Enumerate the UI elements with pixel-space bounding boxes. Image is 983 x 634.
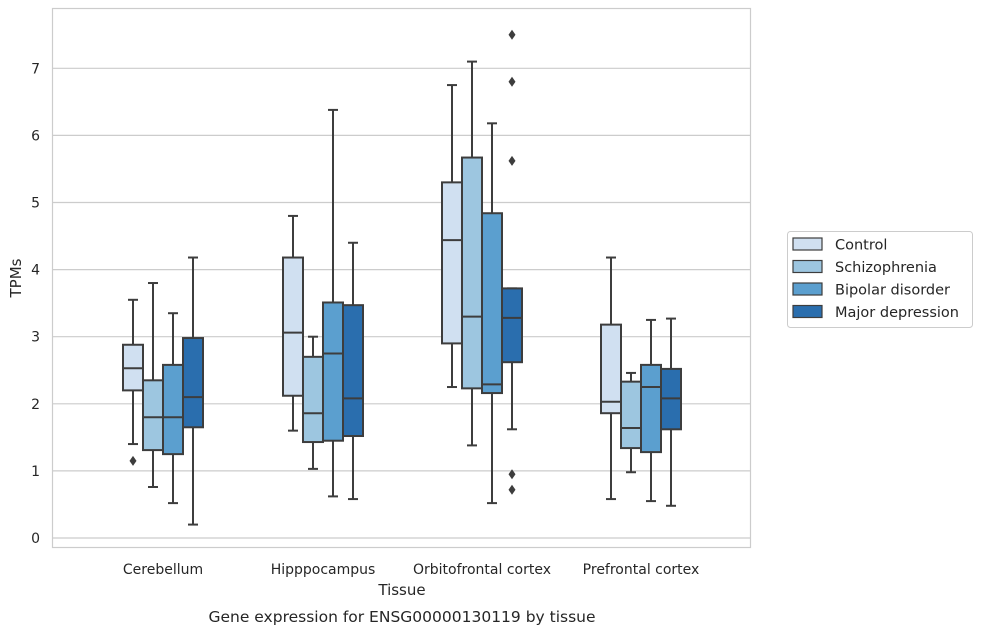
box-body <box>322 301 344 442</box>
box-bipolar-disorder-1 <box>322 108 344 498</box>
box-body <box>142 379 164 452</box>
box-bipolar-disorder-2 <box>481 122 503 505</box>
outlier-point <box>508 469 516 480</box>
x-axis-tick-labels: Cerebellum Hipppocampus Orbitofrontal cort… <box>123 562 699 578</box>
outlier-point <box>129 455 137 466</box>
boxes-layer <box>122 29 682 526</box>
box-control-1 <box>282 214 304 432</box>
y-tick-label: 7 <box>31 61 40 77</box>
box-major-depression-0 <box>182 256 204 526</box>
gridlines <box>52 67 751 539</box>
y-tick-label: 3 <box>31 330 40 346</box>
box-major-depression-3 <box>660 317 682 507</box>
x-tick-label: Hipppocampus <box>271 562 376 578</box>
box-schizophrenia-1 <box>302 335 324 470</box>
x-tick-label: Orbitofrontal cortex <box>413 562 551 578</box>
box-body <box>182 337 204 429</box>
x-axis-label: Tissue <box>377 581 425 599</box>
y-tick-label: 4 <box>31 263 40 279</box>
box-body <box>481 212 503 395</box>
box-body <box>441 181 463 345</box>
box-body <box>162 363 184 456</box>
box-schizophrenia-2 <box>461 60 483 447</box>
box-body <box>620 380 642 450</box>
legend-swatch <box>792 304 823 319</box>
y-tick-label: 6 <box>31 128 40 144</box>
box-schizophrenia-0 <box>142 282 164 489</box>
y-tick-label: 5 <box>31 196 40 212</box>
box-control-3 <box>600 256 622 501</box>
box-control-2 <box>441 84 463 389</box>
box-body <box>461 156 483 390</box>
legend-swatch <box>792 237 823 251</box>
outlier-point <box>508 484 516 495</box>
y-tick-label: 1 <box>31 464 40 480</box>
box-body <box>282 256 304 397</box>
box-body <box>640 363 662 454</box>
outlier-point <box>508 76 516 87</box>
y-tick-label: 2 <box>31 397 40 413</box>
box-major-depression-1 <box>342 241 364 501</box>
legend-label: Bipolar disorder <box>835 283 950 299</box>
plot-area-frame <box>51 7 752 549</box>
y-axis-label: TPMs <box>7 258 25 298</box>
outlier-point <box>508 155 516 166</box>
box-bipolar-disorder-0 <box>162 312 184 505</box>
box-bipolar-disorder-3 <box>640 318 662 503</box>
box-body <box>342 304 364 438</box>
box-body <box>501 287 523 364</box>
y-axis-tick-labels: 0 1 2 3 4 5 6 7 <box>31 61 40 547</box>
box-major-depression-2 <box>501 29 523 495</box>
box-schizophrenia-3 <box>620 371 642 474</box>
legend-frame <box>787 231 973 328</box>
box-body <box>600 323 622 415</box>
outlier-point <box>508 29 516 40</box>
legend-swatch <box>792 259 823 274</box>
y-tick-label: 0 <box>31 531 40 547</box>
x-tick-label: Cerebellum <box>123 562 203 578</box>
figure-caption: Gene expression for ENSG00000130119 by t… <box>208 608 595 626</box>
legend: Control Schizophrenia Bipolar disorder Majo… <box>787 231 973 328</box>
legend-swatch <box>792 282 823 296</box>
legend-label: Schizophrenia <box>835 260 937 276</box>
box-control-0 <box>122 298 144 466</box>
legend-label: Major depression <box>835 305 959 321</box>
legend-label: Control <box>835 238 887 254</box>
x-tick-label: Prefrontal cortex <box>583 562 700 578</box>
box-body <box>302 355 324 444</box>
